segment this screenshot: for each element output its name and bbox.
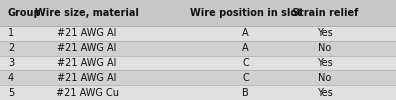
Text: 5: 5	[8, 88, 14, 98]
Bar	[0, 85, 396, 100]
Text: Wire position in slot: Wire position in slot	[190, 8, 301, 18]
Text: C: C	[242, 58, 249, 68]
Text: #21 AWG Al: #21 AWG Al	[57, 73, 117, 83]
Text: Wire size, material: Wire size, material	[35, 8, 139, 18]
Text: B: B	[242, 88, 249, 98]
Bar	[0, 26, 396, 41]
Bar	[0, 56, 396, 70]
Text: Strain relief: Strain relief	[291, 8, 358, 18]
Text: #21 AWG Al: #21 AWG Al	[57, 28, 117, 38]
Text: C: C	[242, 73, 249, 83]
Text: 2: 2	[8, 43, 14, 53]
Text: 1: 1	[8, 28, 14, 38]
Text: A: A	[242, 28, 249, 38]
Text: Yes: Yes	[317, 88, 333, 98]
Bar	[0, 0, 396, 26]
Bar	[0, 41, 396, 56]
Text: Group: Group	[8, 8, 42, 18]
Text: 4: 4	[8, 73, 14, 83]
Text: #21 AWG Cu: #21 AWG Cu	[55, 88, 119, 98]
Bar	[0, 70, 396, 85]
Text: 3: 3	[8, 58, 14, 68]
Text: Yes: Yes	[317, 28, 333, 38]
Text: #21 AWG Al: #21 AWG Al	[57, 58, 117, 68]
Text: A: A	[242, 43, 249, 53]
Text: Yes: Yes	[317, 58, 333, 68]
Text: No: No	[318, 43, 331, 53]
Text: #21 AWG Al: #21 AWG Al	[57, 43, 117, 53]
Text: No: No	[318, 73, 331, 83]
